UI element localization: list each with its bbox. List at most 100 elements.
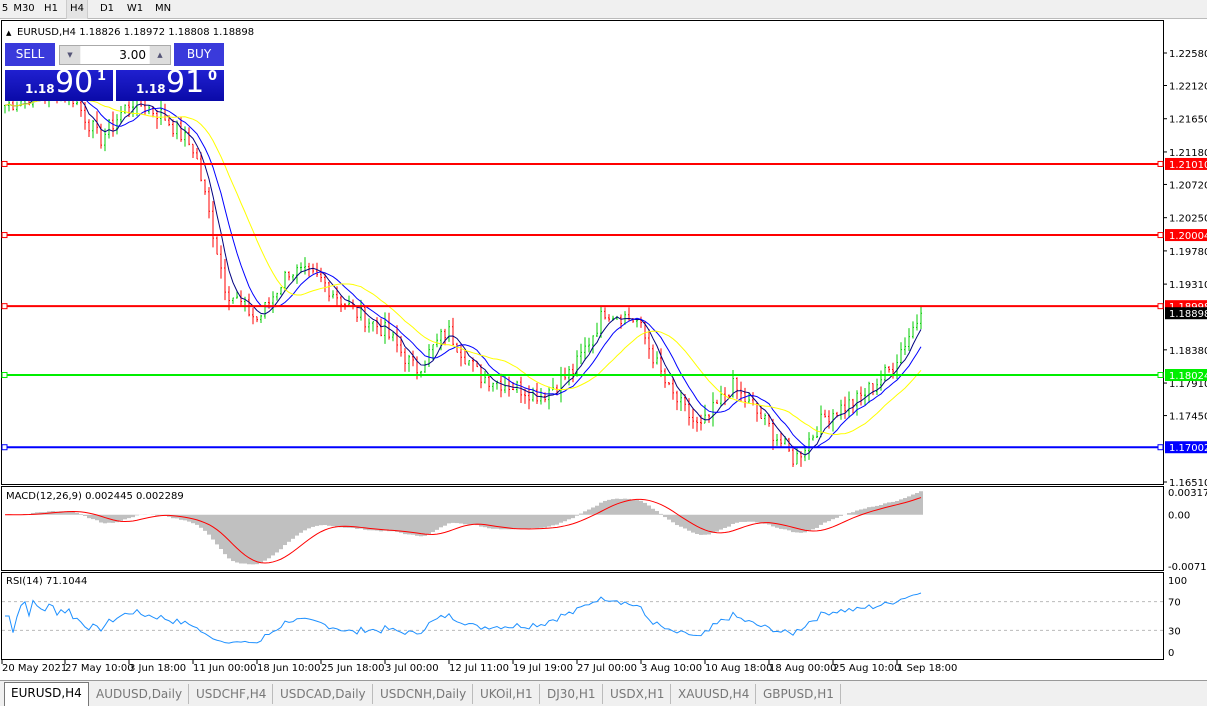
timeframe-toolbar: 5 M30 H1 H4 D1 W1 MN [0,0,1207,19]
price-axis-label: 1.17910 [1169,379,1207,390]
buy-price-prefix: 1.18 [136,82,166,96]
time-axis-label: 11 Jun 00:00 [193,663,257,674]
time-axis-label: 27 Jul 00:00 [577,663,637,674]
timeframe-mn[interactable]: MN [154,3,172,14]
tab-ukoil-h1[interactable]: UKOil,H1 [474,684,540,704]
chart-header: EURUSD,H4 1.18826 1.18972 1.18808 1.1889… [17,27,254,38]
line-handle[interactable] [1,444,8,451]
line-handle[interactable] [1157,232,1164,239]
line-handle[interactable] [1157,160,1164,167]
macd-axis-label: -0.007162 [1168,562,1207,573]
rsi-label: RSI(14) 71.1044 [6,576,87,587]
time-axis-label: 3 Jun 18:00 [129,663,186,674]
ma-mid-line [4,91,922,449]
sell-button[interactable]: SELL [5,43,55,66]
tab-usdcad-daily[interactable]: USDCAD,Daily [274,684,373,704]
tab-usdchf-h4[interactable]: USDCHF,H4 [190,684,274,704]
rsi-axis-label: 0 [1168,648,1174,659]
line-handle[interactable] [1157,444,1164,451]
price-tag-label: 1.21010 [1169,160,1207,171]
line-handle[interactable] [1157,371,1164,378]
tab-usdcnh-daily[interactable]: USDCNH,Daily [374,684,474,704]
tab-eurusd-h4[interactable]: EURUSD,H4 [4,682,89,706]
tab-gbpusd-h1[interactable]: GBPUSD,H1 [757,684,841,704]
price-tag-label: 1.18024 [1169,371,1207,382]
price-tag [1165,157,1207,170]
time-axis-label: 19 Jul 19:00 [513,663,573,674]
tab-usdx-h1[interactable]: USDX,H1 [604,684,672,704]
decrease-volume-icon[interactable]: ▼ [60,46,80,64]
price-axis-label: 1.19780 [1169,247,1207,258]
sell-price-fraction: 1 [97,69,107,84]
price-axis-label: 1.21650 [1169,115,1207,126]
sell-price-prefix: 1.18 [25,82,55,96]
time-axis-label: 25 Aug 10:00 [833,663,900,674]
timeframe-h1[interactable]: H1 [44,3,58,14]
price-axis-label: 1.19310 [1169,280,1207,291]
time-axis-label: 27 May 10:00 [65,663,134,674]
timeframe-5[interactable]: 5 [1,3,9,14]
timeframe-h4[interactable]: H4 [66,0,88,19]
macd-axis-label: 0.003179 [1168,488,1207,499]
collapse-icon: ▲ [6,29,12,37]
time-axis-label: 3 Aug 10:00 [641,663,702,674]
timeframe-w1[interactable]: W1 [126,3,144,14]
rsi-line [5,592,922,644]
rsi-pane-frame [1,572,1164,660]
volume-input[interactable]: 3.00 [81,46,149,64]
volume-stepper[interactable]: ▼ 3.00 ▲ [59,45,171,65]
price-tag-label: 1.17002 [1169,443,1207,454]
macd-label: MACD(12,26,9) 0.002445 0.002289 [6,491,184,502]
price-axis-label: 1.17450 [1169,412,1207,423]
ma-slow-line [4,96,922,435]
sell-price-pips: 90 [55,65,94,100]
candles [4,78,922,467]
current-price-label: 1.18898 [1169,309,1207,320]
price-axis-label: 1.18380 [1169,346,1207,357]
rsi-axis-label: 70 [1168,598,1181,609]
macd-histogram [7,491,923,565]
time-axis-label: 12 Jul 11:00 [449,663,509,674]
buy-price-fraction: 0 [208,69,218,84]
chart-tabs: EURUSD,H4 AUDUSD,Daily USDCHF,H4 USDCAD,Dai… [0,680,1207,706]
ma-fast-line [4,91,922,456]
sell-price[interactable]: 1.18 90 1 [5,66,113,101]
time-axis-label: 25 Jun 18:00 [321,663,385,674]
time-axis-label: 1 Sep 18:00 [897,663,957,674]
price-tag [1165,368,1207,381]
macd-axis-label: 0.00 [1168,511,1190,522]
line-handle[interactable] [1,160,8,167]
timeframe-m30[interactable]: M30 [13,3,35,14]
rsi-axis-label: 30 [1168,626,1181,637]
price-axis-label: 1.22120 [1169,82,1207,93]
price-axis-label: 1.20250 [1169,214,1207,225]
tab-dj30-h1[interactable]: DJ30,H1 [541,684,603,704]
price-axis-label: 1.16510 [1169,478,1207,489]
buy-button[interactable]: BUY [174,43,224,66]
tab-audusd-daily[interactable]: AUDUSD,Daily [90,684,190,704]
buy-price[interactable]: 1.18 91 0 [116,66,224,101]
price-axis-label: 1.22580 [1169,49,1207,60]
macd-pane-frame [1,486,1164,571]
main-pane-frame [1,20,1164,485]
time-axis-label: 3 Jul 00:00 [385,663,439,674]
time-axis-label: 10 Aug 18:00 [705,663,772,674]
price-tag [1165,229,1207,242]
time-axis-label: 18 Aug 00:00 [769,663,836,674]
line-handle[interactable] [1157,303,1164,310]
price-chart[interactable]: ▲ EURUSD,H4 1.18826 1.18972 1.18808 1.188… [0,20,1207,680]
one-click-trading-panel: SELL ▼ 3.00 ▲ BUY 1.18 90 1 1.18 91 0 [5,43,224,101]
price-axis-label: 1.20720 [1169,180,1207,191]
buy-price-pips: 91 [166,65,205,100]
line-handle[interactable] [1,303,8,310]
tab-xauusd-h4[interactable]: XAUUSD,H4 [672,684,757,704]
timeframe-d1[interactable]: D1 [99,3,115,14]
line-handle[interactable] [1,232,8,239]
rsi-axis-label: 100 [1168,576,1187,587]
time-axis-label: 18 Jun 10:00 [257,663,321,674]
price-axis-label: 1.21180 [1169,148,1207,159]
current-price-tag [1165,307,1207,320]
price-tag-label: 1.20004 [1169,231,1207,242]
increase-volume-icon[interactable]: ▲ [150,46,170,64]
line-handle[interactable] [1,371,8,378]
